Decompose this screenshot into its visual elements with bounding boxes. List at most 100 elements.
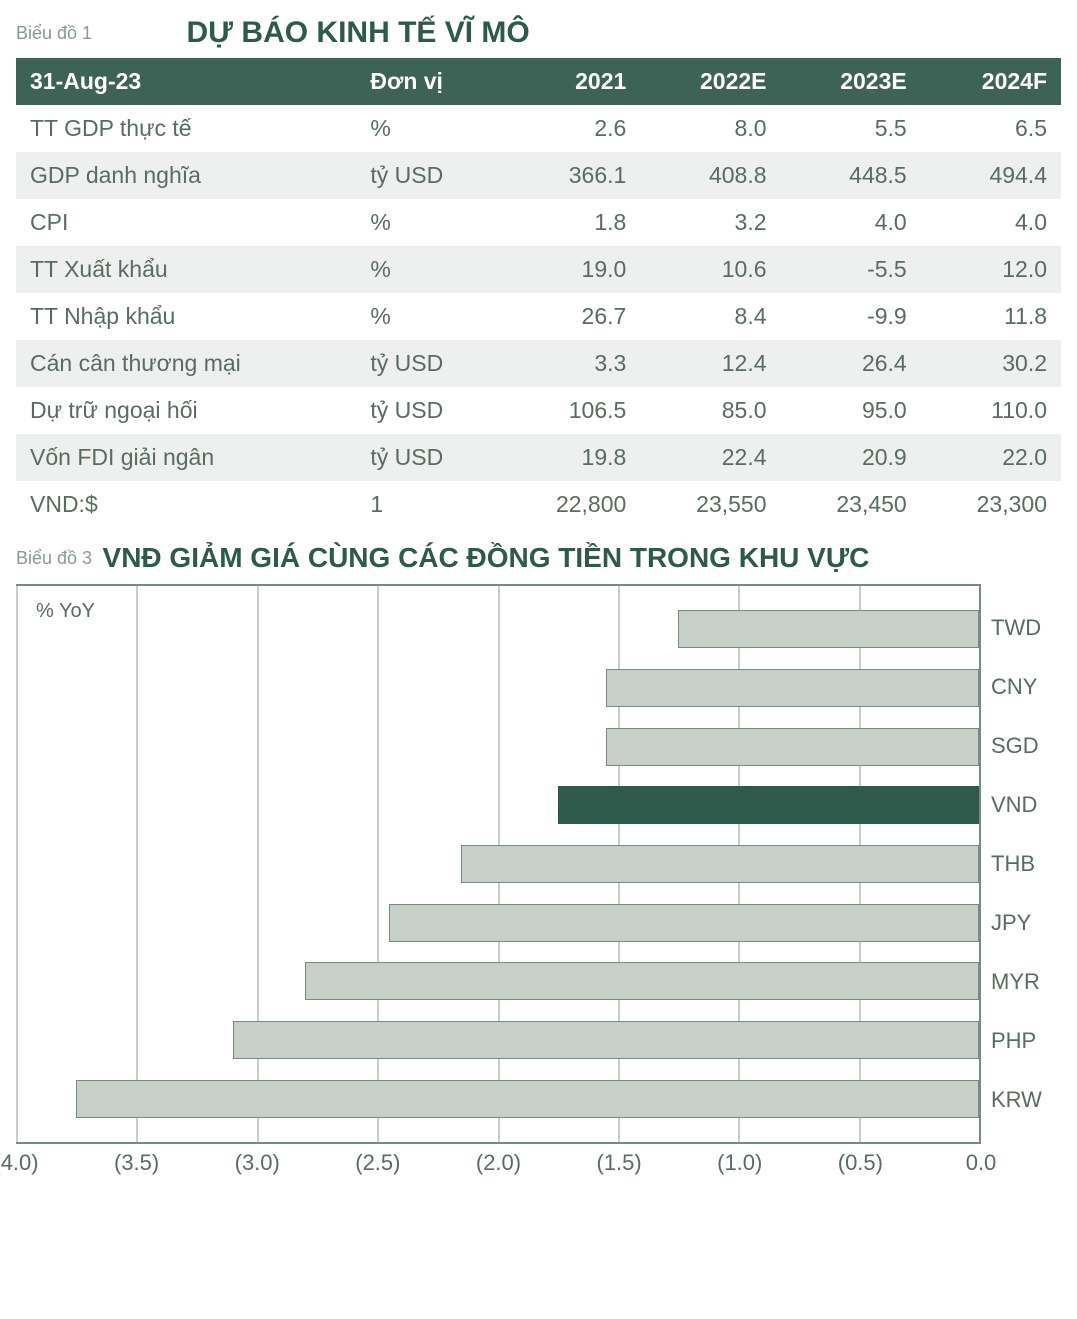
currency-label: CNY xyxy=(991,674,1061,700)
table-cell: Dự trữ ngoại hối xyxy=(16,387,356,434)
table-cell: 19.0 xyxy=(500,246,640,293)
currency-label: PHP xyxy=(991,1028,1061,1054)
table-cell: 1 xyxy=(356,481,500,528)
chart3-label: Biểu đồ 3 xyxy=(16,548,92,569)
chart3-header: Biểu đồ 3 VNĐ GIẢM GIÁ CÙNG CÁC ĐỒNG TIỀ… xyxy=(16,542,1061,574)
bars-container xyxy=(16,586,979,1142)
table-cell: 106.5 xyxy=(500,387,640,434)
table-row: TT Nhập khẩu%26.78.4-9.911.8 xyxy=(16,293,1061,340)
macro-forecast-table: 31-Aug-23Đơn vị20212022E2023E2024F TT GD… xyxy=(16,58,1061,528)
bar-jpy xyxy=(389,904,979,942)
table-row: Cán cân thương mạitỷ USD3.312.426.430.2 xyxy=(16,340,1061,387)
table-cell: CPI xyxy=(16,199,356,246)
bar-cny xyxy=(606,669,979,707)
table-cell: GDP danh nghĩa xyxy=(16,152,356,199)
table-cell: 6.5 xyxy=(921,105,1061,152)
table-cell: 5.5 xyxy=(781,105,921,152)
table-header-cell: 2023E xyxy=(781,58,921,105)
table-cell: % xyxy=(356,105,500,152)
table-cell: tỷ USD xyxy=(356,387,500,434)
chart-plot-area: % YoY xyxy=(16,584,981,1144)
table-row: VND:$122,80023,55023,45023,300 xyxy=(16,481,1061,528)
table-body: TT GDP thực tế%2.68.05.56.5GDP danh nghĩ… xyxy=(16,105,1061,528)
table-cell: tỷ USD xyxy=(356,340,500,387)
bar-php xyxy=(233,1021,979,1059)
table-cell: 26.4 xyxy=(781,340,921,387)
table-cell: 408.8 xyxy=(640,152,780,199)
table-cell: 3.3 xyxy=(500,340,640,387)
table-cell: 12.4 xyxy=(640,340,780,387)
table-row: TT Xuất khẩu%19.010.6-5.512.0 xyxy=(16,246,1061,293)
x-tick-label: 0.0 xyxy=(966,1150,997,1176)
table-cell: 19.8 xyxy=(500,434,640,481)
table-cell: 20.9 xyxy=(781,434,921,481)
table-cell: TT Nhập khẩu xyxy=(16,293,356,340)
table-header-cell: 2022E xyxy=(640,58,780,105)
table-cell: Vốn FDI giải ngân xyxy=(16,434,356,481)
bar-thb xyxy=(461,845,979,883)
table-cell: 10.6 xyxy=(640,246,780,293)
table-cell: % xyxy=(356,199,500,246)
table-cell: 4.0 xyxy=(921,199,1061,246)
bar-krw xyxy=(76,1080,979,1118)
chart1-header: Biểu đồ 1 DỰ BÁO KINH TẾ VĨ MÔ xyxy=(16,16,1061,50)
table-cell: % xyxy=(356,293,500,340)
table-cell: 23,550 xyxy=(640,481,780,528)
table-cell: 494.4 xyxy=(921,152,1061,199)
currency-label: SGD xyxy=(991,733,1061,759)
currency-label: TWD xyxy=(991,615,1061,641)
table-cell: VND:$ xyxy=(16,481,356,528)
table-header-cell: 2024F xyxy=(921,58,1061,105)
table-row: GDP danh nghĩatỷ USD366.1408.8448.5494.4 xyxy=(16,152,1061,199)
table-cell: 3.2 xyxy=(640,199,780,246)
table-cell: 366.1 xyxy=(500,152,640,199)
table-cell: 110.0 xyxy=(921,387,1061,434)
table-cell: 23,450 xyxy=(781,481,921,528)
x-tick-label: (4.0) xyxy=(0,1150,39,1176)
bar-sgd xyxy=(606,728,979,766)
table-cell: 12.0 xyxy=(921,246,1061,293)
table-cell: 26.7 xyxy=(500,293,640,340)
table-header-cell: 2021 xyxy=(500,58,640,105)
table-cell: 4.0 xyxy=(781,199,921,246)
x-tick-label: (2.0) xyxy=(476,1150,521,1176)
x-axis: (4.0)(3.5)(3.0)(2.5)(2.0)(1.5)(1.0)(0.5)… xyxy=(16,1150,1061,1180)
currency-label: VND xyxy=(991,792,1061,818)
currency-label: JPY xyxy=(991,910,1061,936)
currency-label: KRW xyxy=(991,1087,1061,1113)
table-row: Vốn FDI giải ngântỷ USD19.822.420.922.0 xyxy=(16,434,1061,481)
table-cell: 22.4 xyxy=(640,434,780,481)
table-row: Dự trữ ngoại hốitỷ USD106.585.095.0110.0 xyxy=(16,387,1061,434)
table-cell: 85.0 xyxy=(640,387,780,434)
x-tick-label: (0.5) xyxy=(838,1150,883,1176)
x-tick-label: (2.5) xyxy=(355,1150,400,1176)
table-row: CPI%1.83.24.04.0 xyxy=(16,199,1061,246)
table-cell: tỷ USD xyxy=(356,434,500,481)
bar-twd xyxy=(678,610,979,648)
table-cell: 22.0 xyxy=(921,434,1061,481)
table-cell: 95.0 xyxy=(781,387,921,434)
x-tick-label: (1.0) xyxy=(717,1150,762,1176)
table-cell: Cán cân thương mại xyxy=(16,340,356,387)
chart1-title: DỰ BÁO KINH TẾ VĨ MÔ xyxy=(187,16,530,50)
currency-label: MYR xyxy=(991,969,1061,995)
table-cell: 11.8 xyxy=(921,293,1061,340)
x-axis-ticks: (4.0)(3.5)(3.0)(2.5)(2.0)(1.5)(1.0)(0.5)… xyxy=(16,1150,981,1180)
table-cell: 1.8 xyxy=(500,199,640,246)
table-cell: 23,300 xyxy=(921,481,1061,528)
currency-bar-chart: % YoY TWDCNYSGDVNDTHBJPYMYRPHPKRW xyxy=(16,584,1061,1144)
bar-myr xyxy=(305,962,979,1000)
table-cell: 448.5 xyxy=(781,152,921,199)
chart3-title: VNĐ GIẢM GIÁ CÙNG CÁC ĐỒNG TIỀN TRONG KH… xyxy=(103,542,870,574)
x-tick-label: (3.5) xyxy=(114,1150,159,1176)
table-cell: 30.2 xyxy=(921,340,1061,387)
table-cell: TT Xuất khẩu xyxy=(16,246,356,293)
bar-vnd xyxy=(558,786,979,824)
table-cell: % xyxy=(356,246,500,293)
table-cell: 8.0 xyxy=(640,105,780,152)
table-header-cell: Đơn vị xyxy=(356,58,500,105)
table-cell: 8.4 xyxy=(640,293,780,340)
x-tick-label: (3.0) xyxy=(235,1150,280,1176)
table-cell: tỷ USD xyxy=(356,152,500,199)
table-cell: TT GDP thực tế xyxy=(16,105,356,152)
